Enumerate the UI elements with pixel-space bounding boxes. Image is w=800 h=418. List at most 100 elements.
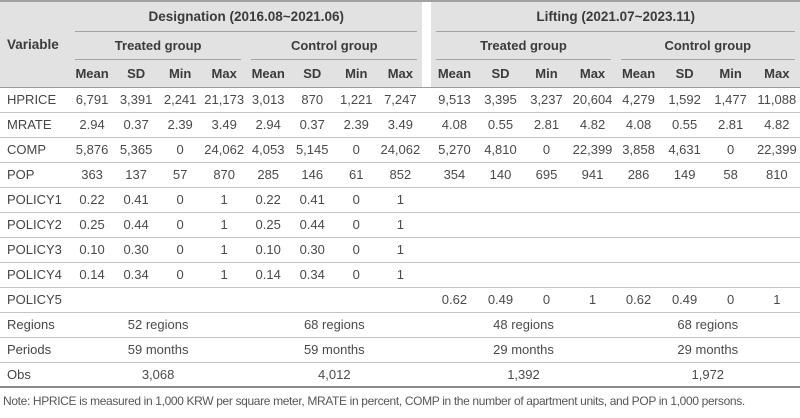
group-lifting-treated: Treated group	[431, 32, 616, 60]
table-row-policy4: POLICY4 0.14 0.34 0 1 0.14 0.34 0 1	[0, 262, 800, 288]
cell: 1	[569, 287, 616, 313]
gap-cell	[422, 237, 432, 263]
cell: 24,062	[202, 137, 247, 163]
table-row-policy3: POLICY3 0.10 0.30 0 1 0.10 0.30 0 1	[0, 237, 800, 263]
table-header: Variable Designation (2016.08~2021.06) L…	[0, 1, 800, 88]
row-label: POLICY4	[0, 262, 71, 288]
group-designation-treated: Treated group	[70, 32, 247, 60]
cell	[523, 237, 570, 263]
cell	[661, 187, 708, 213]
cell	[523, 187, 570, 213]
gap-cell	[422, 287, 432, 313]
row-label: Periods	[0, 337, 71, 363]
gap-cell	[422, 112, 432, 138]
cell	[615, 187, 662, 213]
cell: 0.34	[290, 262, 335, 288]
gap-cell	[422, 87, 432, 113]
cell	[202, 287, 247, 313]
cell: 0	[158, 187, 203, 213]
summary-cell: 48 regions	[431, 312, 616, 338]
cell: 22,399	[569, 137, 616, 163]
gap-cell	[422, 262, 432, 288]
cell: 4,631	[661, 137, 708, 163]
stat-header: Mean	[615, 60, 662, 88]
cell	[707, 187, 754, 213]
cell: 11,088	[753, 87, 800, 113]
cell: 870	[202, 162, 247, 188]
stat-header: Max	[569, 60, 616, 88]
cell: 4.82	[569, 112, 616, 138]
cell: 1	[378, 212, 423, 238]
table-body: HPRICE 6,791 3,391 2,241 21,173 3,013 87…	[0, 87, 800, 388]
stat-header: SD	[114, 60, 159, 88]
cell	[246, 287, 291, 313]
stat-header: Max	[378, 60, 423, 88]
section-title: Designation (2016.08~2021.06)	[75, 2, 418, 32]
cell: 5,876	[70, 137, 115, 163]
cell: 852	[378, 162, 423, 188]
cell	[431, 187, 478, 213]
cell: 0.44	[114, 212, 159, 238]
cell: 1	[202, 262, 247, 288]
cell	[707, 262, 754, 288]
cell	[431, 212, 478, 238]
cell: 0.37	[290, 112, 335, 138]
summary-cell: 68 regions	[615, 312, 800, 338]
group-label: Control group	[251, 32, 418, 60]
cell	[569, 237, 616, 263]
cell: 870	[290, 87, 335, 113]
cell	[523, 212, 570, 238]
cell: 0.41	[114, 187, 159, 213]
table-row-policy1: POLICY1 0.22 0.41 0 1 0.22 0.41 0 1	[0, 187, 800, 213]
cell: 0	[334, 187, 379, 213]
cell: 810	[753, 162, 800, 188]
variable-column-header: Variable	[0, 1, 71, 88]
cell: 0	[523, 137, 570, 163]
table-row-pop: POP 363 137 57 870 285 146 61 852 354 14…	[0, 162, 800, 188]
table-row-policy2: POLICY2 0.25 0.44 0 1 0.25 0.44 0 1	[0, 212, 800, 238]
stat-header-row: Mean SD Min Max Mean SD Min Max Mean SD …	[0, 60, 800, 88]
cell: 0.62	[615, 287, 662, 313]
cell: 0.25	[70, 212, 115, 238]
cell: 6,791	[70, 87, 115, 113]
summary-cell: 29 months	[431, 337, 616, 363]
cell: 58	[707, 162, 754, 188]
cell: 0	[334, 137, 379, 163]
gap-cell	[422, 362, 432, 388]
cell: 22,399	[753, 137, 800, 163]
table-row-hprice: HPRICE 6,791 3,391 2,241 21,173 3,013 87…	[0, 87, 800, 113]
cell: 7,247	[378, 87, 423, 113]
summary-cell: 1,392	[431, 362, 616, 388]
cell: 1	[753, 287, 800, 313]
summary-statistics-table-wrap: Variable Designation (2016.08~2021.06) L…	[0, 0, 800, 408]
cell: 0.22	[246, 187, 291, 213]
cell	[477, 237, 524, 263]
stat-header: SD	[477, 60, 524, 88]
stat-header: Min	[707, 60, 754, 88]
cell: 140	[477, 162, 524, 188]
gap-cell	[422, 212, 432, 238]
cell: 3.49	[202, 112, 247, 138]
cell: 2.81	[523, 112, 570, 138]
cell: 2.39	[334, 112, 379, 138]
cell: 363	[70, 162, 115, 188]
cell: 4.08	[615, 112, 662, 138]
cell: 0.10	[246, 237, 291, 263]
row-label: POP	[0, 162, 71, 188]
cell: 0	[158, 237, 203, 263]
cell	[661, 262, 708, 288]
cell: 1	[378, 262, 423, 288]
cell: 2.94	[70, 112, 115, 138]
cell: 0.30	[290, 237, 335, 263]
group-label: Treated group	[75, 32, 242, 60]
cell: 4,053	[246, 137, 291, 163]
table-row-comp: COMP 5,876 5,365 0 24,062 4,053 5,145 0 …	[0, 137, 800, 163]
stat-header: Mean	[246, 60, 291, 88]
cell: 0.22	[70, 187, 115, 213]
summary-cell: 68 regions	[246, 312, 423, 338]
cell: 0.30	[114, 237, 159, 263]
stat-header: Mean	[431, 60, 478, 88]
stat-header: Min	[334, 60, 379, 88]
row-label: POLICY3	[0, 237, 71, 263]
row-label: Regions	[0, 312, 71, 338]
